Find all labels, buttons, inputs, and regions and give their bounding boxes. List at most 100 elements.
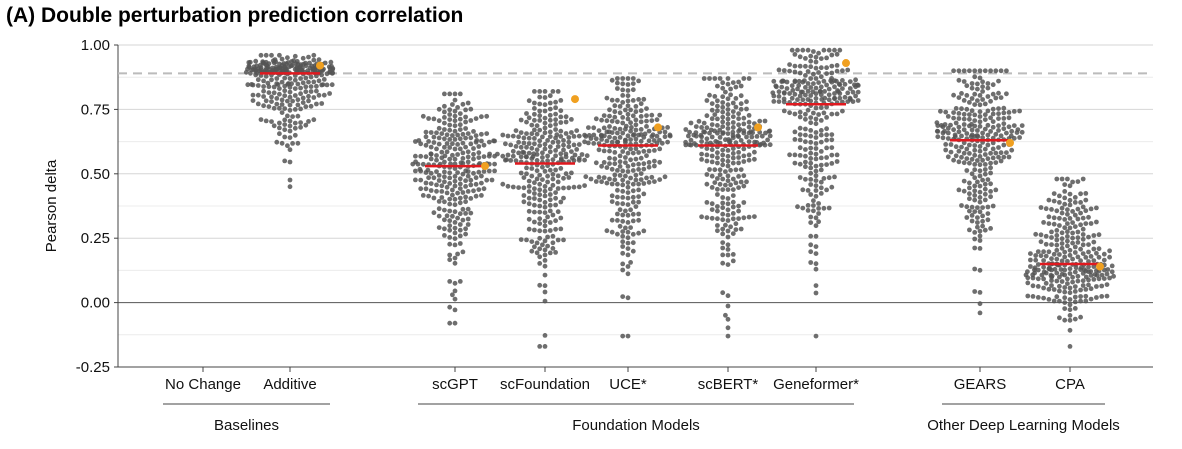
data-point bbox=[303, 104, 309, 110]
data-point bbox=[953, 106, 959, 111]
data-point bbox=[752, 139, 757, 145]
data-point bbox=[725, 207, 731, 213]
data-point bbox=[521, 135, 527, 141]
data-point bbox=[1043, 206, 1049, 212]
data-point bbox=[609, 217, 615, 223]
data-point bbox=[617, 153, 623, 159]
data-point bbox=[744, 106, 749, 112]
data-point bbox=[617, 104, 623, 109]
data-point bbox=[736, 208, 741, 214]
data-point bbox=[1067, 252, 1073, 258]
data-point bbox=[576, 133, 582, 139]
data-point bbox=[712, 180, 718, 186]
data-point bbox=[277, 120, 282, 126]
data-point bbox=[829, 63, 835, 69]
data-point bbox=[455, 170, 460, 176]
data-point bbox=[972, 74, 978, 80]
data-point bbox=[516, 150, 521, 156]
data-point bbox=[258, 117, 264, 122]
data-point bbox=[612, 150, 618, 155]
data-point bbox=[974, 133, 980, 138]
data-point bbox=[988, 68, 993, 74]
data-point bbox=[956, 116, 962, 121]
highlight-point bbox=[481, 162, 489, 171]
data-point bbox=[683, 139, 688, 145]
data-point bbox=[956, 187, 962, 193]
data-point bbox=[738, 101, 744, 107]
data-point bbox=[620, 250, 626, 256]
data-point bbox=[964, 93, 970, 98]
data-point bbox=[1043, 253, 1049, 259]
data-point bbox=[620, 168, 626, 174]
data-point bbox=[1072, 195, 1078, 200]
data-point bbox=[1105, 267, 1111, 272]
data-point bbox=[662, 134, 668, 140]
data-point bbox=[545, 158, 550, 164]
data-point bbox=[699, 125, 704, 130]
data-point bbox=[972, 147, 978, 153]
data-point bbox=[455, 190, 460, 196]
data-point bbox=[476, 155, 482, 161]
data-point bbox=[982, 197, 988, 203]
data-point bbox=[977, 301, 983, 307]
data-point bbox=[746, 152, 752, 158]
data-point bbox=[813, 188, 819, 193]
data-point bbox=[773, 83, 779, 89]
data-point bbox=[1083, 191, 1089, 196]
data-point bbox=[787, 110, 792, 116]
data-point bbox=[972, 236, 978, 242]
data-point bbox=[447, 223, 453, 229]
data-point bbox=[547, 186, 553, 192]
data-point bbox=[431, 175, 437, 181]
data-point bbox=[1054, 233, 1060, 238]
data-point bbox=[829, 184, 835, 190]
data-point bbox=[300, 55, 306, 61]
data-point bbox=[646, 164, 652, 170]
data-point bbox=[744, 99, 749, 105]
data-point bbox=[636, 97, 641, 102]
data-point bbox=[741, 76, 747, 81]
data-point bbox=[615, 86, 620, 91]
data-point bbox=[537, 113, 543, 119]
data-point bbox=[484, 131, 490, 137]
data-point bbox=[442, 103, 447, 109]
data-point bbox=[576, 184, 582, 190]
data-point bbox=[569, 130, 574, 135]
data-point bbox=[977, 154, 983, 159]
data-point bbox=[1075, 278, 1081, 284]
data-point bbox=[808, 214, 814, 220]
data-point bbox=[704, 172, 710, 177]
data-point bbox=[1072, 200, 1078, 205]
data-point bbox=[988, 150, 993, 156]
data-point bbox=[327, 91, 332, 96]
data-point bbox=[736, 111, 741, 117]
data-point bbox=[452, 220, 458, 225]
data-point bbox=[699, 151, 704, 157]
data-point bbox=[969, 81, 975, 86]
data-point bbox=[537, 254, 543, 260]
data-point bbox=[1041, 220, 1046, 225]
data-point bbox=[442, 109, 447, 115]
data-point bbox=[813, 333, 819, 339]
data-point bbox=[418, 153, 424, 159]
data-point bbox=[434, 169, 439, 175]
data-point bbox=[428, 130, 434, 135]
data-point bbox=[431, 210, 437, 216]
data-point bbox=[274, 96, 280, 101]
data-point bbox=[659, 140, 665, 146]
data-point bbox=[808, 182, 814, 187]
data-point bbox=[292, 125, 298, 131]
data-point bbox=[824, 104, 829, 110]
data-point bbox=[1070, 209, 1075, 214]
data-point bbox=[444, 149, 450, 155]
data-point bbox=[720, 252, 726, 258]
data-point bbox=[633, 127, 639, 133]
data-point bbox=[615, 130, 620, 136]
data-point bbox=[972, 118, 978, 123]
data-point bbox=[460, 217, 466, 223]
data-point bbox=[818, 185, 824, 191]
data-point bbox=[625, 220, 631, 225]
data-point bbox=[588, 176, 594, 182]
data-point bbox=[709, 173, 715, 179]
data-point bbox=[829, 70, 835, 76]
